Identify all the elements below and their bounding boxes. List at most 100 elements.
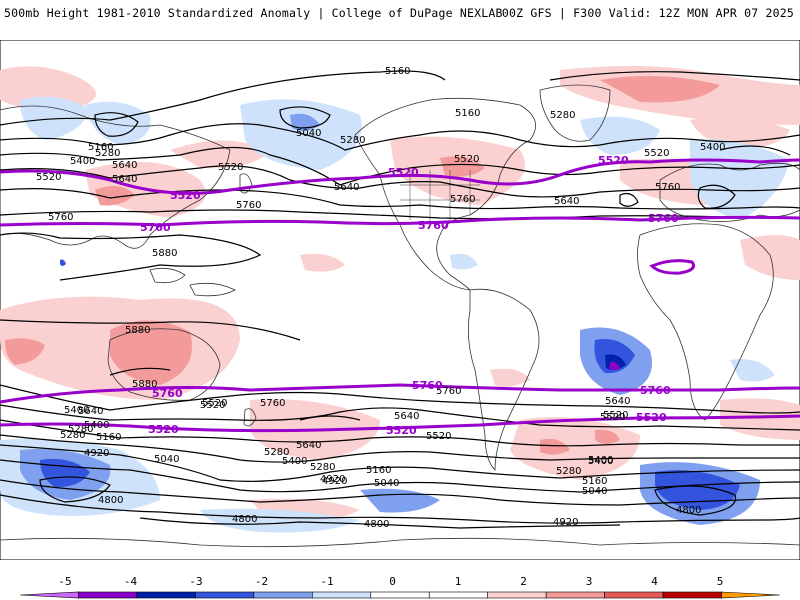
colorbar-segment: [545, 591, 605, 599]
contour-label: 5880: [125, 325, 150, 336]
highlight-label: 5520: [386, 424, 417, 437]
contour-label: 4800: [364, 519, 389, 530]
colorbar-tick-label: -2: [255, 575, 268, 588]
contour-label: 5640: [394, 411, 419, 422]
contour-label: 5160: [96, 432, 121, 443]
contour-label: 5280: [95, 148, 120, 159]
contour-label: 5280: [68, 424, 93, 435]
contour-label: 5280: [550, 110, 575, 121]
contour-label: 5280: [310, 462, 335, 473]
contour-label: 5160: [582, 476, 607, 487]
colorbar-tick-label: 2: [520, 575, 527, 588]
contour-label: 4800: [232, 514, 257, 525]
world-map-panel: 5160 5160 5040 5280 5280 5400 5520 5520 …: [0, 40, 800, 560]
header: 500mb Height 1981-2010 Standardized Anom…: [0, 0, 800, 22]
contour-label: 5160: [88, 142, 113, 153]
contour-label: 5760: [236, 200, 261, 211]
highlight-label: 5760: [412, 379, 443, 392]
colorbar-segment: [662, 591, 722, 599]
contour-label: 5280: [340, 135, 365, 146]
contour-label: 5040: [582, 486, 607, 497]
colorbar-segment: [253, 591, 313, 599]
contour-label: 5760: [450, 194, 475, 205]
highlight-label: 5520: [636, 411, 667, 424]
contour-label: 5520: [200, 400, 225, 411]
contour-label: 5520: [426, 431, 451, 442]
colorbar-segment: [78, 591, 138, 599]
colorbar-tick-label: -3: [189, 575, 202, 588]
contour-label: 4920: [320, 474, 345, 485]
map-title: 500mb Height 1981-2010 Standardized Anom…: [4, 6, 503, 20]
anomaly-colorbar: -5 -4 -3 -2 -1 0 1 2 3 4 5: [19, 575, 781, 599]
contour-label: 5640: [112, 160, 137, 171]
contour-label: 5760: [260, 398, 285, 409]
colorbar-segment: [604, 591, 664, 599]
highlight-label: 5760: [152, 387, 183, 400]
colorbar-segment: [721, 591, 781, 599]
colorbar-segment: [195, 591, 255, 599]
highlight-label: 5760: [640, 384, 671, 397]
colorbar-tick-label: 1: [455, 575, 462, 588]
contour-label: 5520: [600, 412, 625, 423]
contour-label: 4920: [322, 476, 347, 487]
colorbar-tick-label: 3: [586, 575, 593, 588]
colorbar-tick-label: -5: [58, 575, 71, 588]
colorbar-tick-label: -4: [124, 575, 138, 588]
contour-label: 5520: [218, 162, 243, 173]
colorbar-tick-label: 5: [717, 575, 724, 588]
colorbar-segments: [19, 591, 781, 599]
contour-label: 5400: [84, 420, 109, 431]
contour-label: 5520: [603, 410, 628, 421]
contour-label: 5760: [436, 386, 461, 397]
contour-label: 5040: [296, 128, 321, 139]
contour-label: 5520: [202, 398, 227, 409]
contour-label: 5400: [64, 405, 89, 416]
contour-label: 5160: [385, 66, 410, 77]
colorbar-segment: [428, 591, 488, 599]
contour-label: 5880: [152, 248, 177, 259]
highlight-contour-labels: 5520 5520 5520 5760 5760 5760 5760 5760 …: [140, 154, 679, 437]
contour-label: 5040: [154, 454, 179, 465]
colorbar-segment: [312, 591, 372, 599]
contour-label: 5760: [48, 212, 73, 223]
contour-label: 5400: [588, 456, 613, 467]
contour-label: 5280: [60, 430, 85, 441]
colorbar-segment: [370, 591, 430, 599]
colorbar-segment: [19, 591, 79, 599]
highlight-contours: [0, 158, 800, 433]
colorbar-tick-label: -1: [320, 575, 333, 588]
contour-label: 5640: [554, 196, 579, 207]
colorbar-tick-labels: -5 -4 -3 -2 -1 0 1 2 3 4 5: [58, 575, 723, 588]
contour-label: 5520: [644, 148, 669, 159]
contour-label: 5040: [374, 478, 399, 489]
contour-label: 5400: [282, 456, 307, 467]
highlight-label: 5520: [598, 154, 629, 167]
colorbar-tick-label: 4: [651, 575, 658, 588]
contour-label: 5640: [334, 182, 359, 193]
contour-label: 5640: [78, 406, 103, 417]
colorbar-tick-label: 0: [389, 575, 396, 588]
colorbar-segment: [136, 591, 196, 599]
contour-label: 4800: [98, 495, 123, 506]
contour-label: 5640: [296, 440, 321, 451]
coastlines: [0, 84, 800, 548]
contour-label: 5640: [605, 396, 630, 407]
highlight-label: 5760: [648, 212, 679, 225]
contour-label: 5400: [588, 455, 613, 466]
highlight-label: 5520: [148, 423, 179, 436]
contour-label: 5520: [36, 172, 61, 183]
contour-label: 5280: [264, 447, 289, 458]
contour-label: 5280: [556, 466, 581, 477]
contour-label: 5160: [455, 108, 480, 119]
contour-label: 4800: [676, 505, 701, 516]
highlight-label: 5760: [418, 219, 449, 232]
model-run-info: 00Z GFS | F300 Valid: 12Z MON APR 07 202…: [501, 6, 794, 20]
highlight-label: 5520: [388, 166, 419, 179]
contour-labels: 5160 5160 5040 5280 5280 5400 5520 5520 …: [36, 66, 725, 530]
contour-label: 4920: [553, 517, 578, 528]
contour-label: 5760: [655, 182, 680, 193]
contour-label: 5400: [700, 142, 725, 153]
contour-label: 5640: [112, 174, 137, 185]
contour-label: 5160: [366, 465, 391, 476]
highlight-label: 5760: [140, 221, 171, 234]
